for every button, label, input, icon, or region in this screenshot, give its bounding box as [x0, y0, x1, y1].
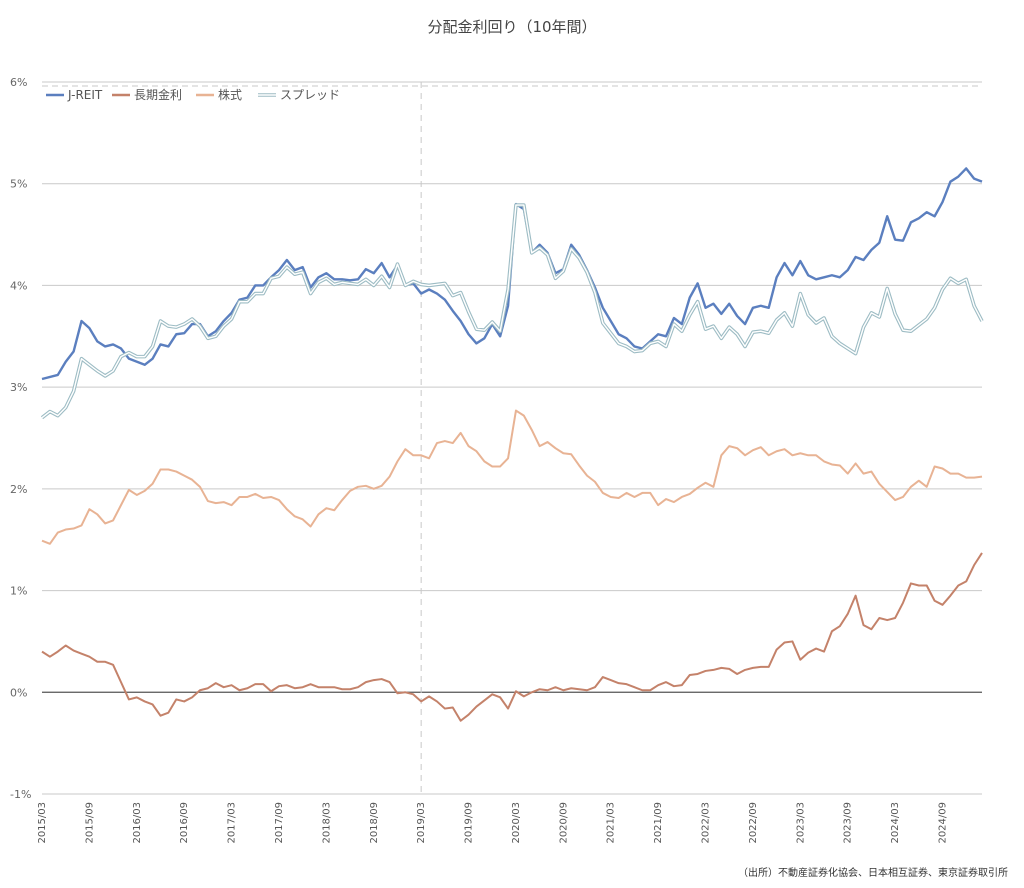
- x-tick-label: 2015/03: [37, 802, 48, 844]
- x-tick-label: 2021/09: [653, 802, 664, 844]
- legend-label-1: 長期金利: [134, 87, 182, 102]
- x-tick-label: 2023/03: [795, 802, 806, 844]
- x-tick-label: 2022/03: [701, 802, 712, 844]
- series-0-line: [41, 167, 983, 381]
- legend-label-3: スプレッド: [280, 88, 340, 102]
- series-1-line: [41, 552, 983, 722]
- y-tick-label: 0%: [10, 686, 27, 699]
- chart-title: 分配金利回り（10年間）: [427, 18, 596, 36]
- x-tick-label: 2024/03: [890, 802, 901, 844]
- source-note: （出所）不動産証券化協会、日本相互証券、東京証券取引所: [738, 866, 1008, 879]
- x-tick-label: 2023/09: [843, 802, 854, 844]
- y-tick-label: 2%: [10, 483, 27, 496]
- x-tick-label: 2024/09: [938, 802, 949, 844]
- x-tick-label: 2020/03: [511, 802, 522, 844]
- grid-lines: [42, 81, 982, 795]
- x-axis-tick-labels: 2015/03 2015/09 2016/03 2016/09 2017/03 2017/…: [37, 802, 949, 844]
- y-tick-label: 5%: [10, 178, 27, 191]
- y-tick-label: 3%: [10, 381, 27, 394]
- series-2-line: [41, 409, 983, 545]
- legend: J-REIT 長期金利 株式 スプレッド: [46, 87, 340, 102]
- x-tick-label: 2016/03: [132, 802, 143, 844]
- x-tick-label: 2021/03: [606, 802, 617, 844]
- x-tick-label: 2015/09: [84, 802, 95, 844]
- series-3-line-inner: [41, 204, 983, 419]
- y-tick-label: 6%: [10, 76, 27, 89]
- legend-label-0: J-REIT: [67, 88, 103, 102]
- y-tick-label: 1%: [10, 585, 27, 598]
- x-tick-label: 2018/09: [369, 802, 380, 844]
- y-axis-tick-labels: 6% 5% 4% 3% 2% 1% 0% -1%: [10, 76, 31, 801]
- legend-label-2: 株式: [218, 87, 242, 102]
- y-tick-label: 4%: [10, 279, 27, 292]
- x-tick-label: 2017/09: [274, 802, 285, 844]
- x-tick-label: 2020/09: [558, 802, 569, 844]
- x-tick-label: 2017/03: [227, 802, 238, 844]
- series-3-line: [40, 203, 984, 420]
- x-tick-label: 2019/03: [416, 802, 427, 844]
- y-tick-label: -1%: [10, 788, 31, 801]
- x-tick-label: 2018/03: [321, 802, 332, 844]
- x-tick-label: 2016/09: [179, 802, 190, 844]
- x-tick-label: 2022/09: [748, 802, 759, 844]
- x-tick-label: 2019/09: [464, 802, 475, 844]
- series-lines: [40, 167, 984, 722]
